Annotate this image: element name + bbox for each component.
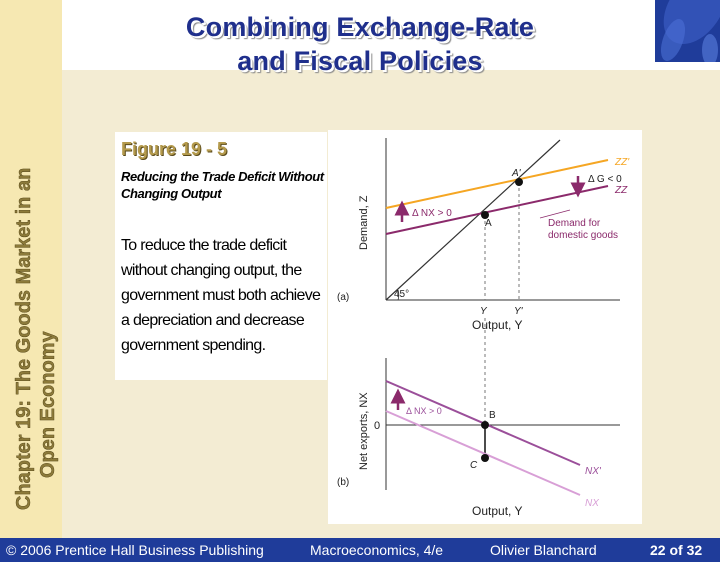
- point-c-label: C: [470, 460, 478, 471]
- sidebar-band: [0, 0, 62, 538]
- demand-note-line-2: domestic goods: [548, 230, 618, 241]
- zero-tick: 0: [374, 420, 380, 432]
- nx-label: NX: [585, 498, 599, 509]
- chapter-line-2: Open Economy: [37, 330, 59, 478]
- title-line-2: and Fiscal Policies: [237, 46, 483, 76]
- panel-a-y-axis-label: Demand, Z: [358, 195, 370, 250]
- panel-b-x-axis-label: Output, Y: [472, 504, 522, 518]
- tick-y-prime: Y': [514, 306, 524, 317]
- panel-b-y-axis-label: Net exports, NX: [358, 392, 370, 470]
- angle-label: 45°: [394, 289, 409, 300]
- footer-book: Macroeconomics, 4/e: [310, 542, 444, 558]
- zz-label: ZZ: [614, 185, 628, 196]
- 45-degree-line: [385, 139, 561, 301]
- demand-note-line-1: Demand for: [548, 218, 601, 229]
- slide-title: Combining Exchange-Rate and Fiscal Polic…: [150, 10, 570, 78]
- point-b-label: B: [489, 410, 496, 421]
- point-a-label: A: [485, 218, 492, 229]
- angle-arc: [397, 289, 400, 301]
- figure-caption-box: [115, 132, 327, 380]
- corner-decoration: [655, 0, 720, 62]
- corner-shapes: [660, 0, 720, 62]
- panel-a-label: (a): [337, 292, 349, 303]
- figure-body-text: To reduce the trade deficit without chan…: [121, 237, 321, 354]
- nx-prime-label: NX': [585, 466, 602, 477]
- tick-y: Y: [480, 306, 488, 317]
- panel-b-label: (b): [337, 477, 349, 488]
- chapter-line-1: Chapter 19: The Goods Market in an: [13, 168, 35, 510]
- top-band: [0, 0, 720, 70]
- demand-note-pointer: [539, 209, 571, 219]
- point-a-prime-label: A': [511, 168, 522, 179]
- delta-nx-b-label: Δ NX > 0: [406, 406, 442, 416]
- footer-author: Olivier Blanchard: [490, 542, 597, 558]
- point-a: [481, 211, 489, 219]
- zz-prime-line: [385, 159, 609, 209]
- panel-a-x-axis-label: Output, Y: [472, 318, 522, 332]
- figure-subtitle: Reducing the Trade Deficit Without Chang…: [121, 169, 324, 201]
- nx-line: [385, 410, 581, 496]
- zz-prime-label: ZZ': [614, 157, 630, 168]
- point-c: [481, 454, 489, 462]
- footer-bar: © 2006 Prentice Hall Business Publishing…: [0, 538, 720, 562]
- footer-publisher: © 2006 Prentice Hall Business Publishing: [6, 542, 264, 558]
- delta-g-label: Δ G < 0: [588, 174, 622, 185]
- chapter-vertical-title: Chapter 19: The Goods Market in an Open …: [13, 168, 59, 511]
- point-a-prime: [515, 178, 523, 186]
- title-line-1: Combining Exchange-Rate: [185, 12, 535, 42]
- delta-nx-a-label: Δ NX > 0: [412, 208, 452, 219]
- figure-number: Figure 19 - 5: [121, 139, 228, 159]
- point-b: [481, 421, 489, 429]
- footer-page-number: 22 of 32: [650, 542, 703, 558]
